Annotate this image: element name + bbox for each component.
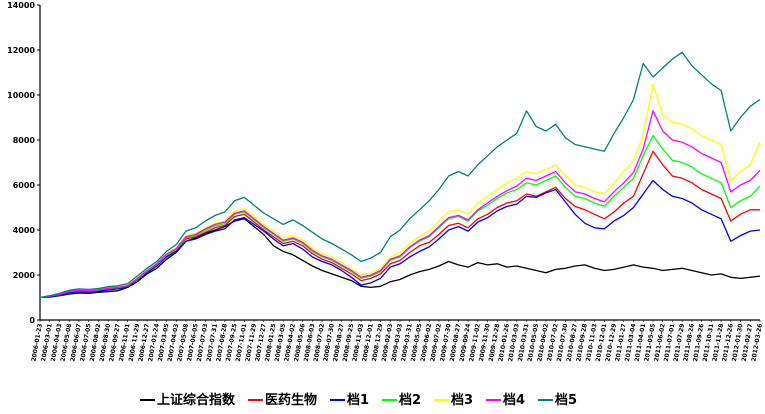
y-tick-label: 6000 [13,181,36,190]
legend-label-4: 档3 [451,392,473,408]
legend: 上证综合指数 医药生物 档1 档2 档3 档4 档5 [140,392,577,408]
series-line-0 [39,218,761,299]
y-tick-label: 8000 [13,136,36,145]
y-tick-label: 4000 [13,226,36,235]
series-line-1 [39,150,760,299]
y-tick-label: 10000 [7,91,35,100]
x-axis-ticks: 2006-01-232006-03-012006-04-032006-05-08… [30,320,764,362]
y-tick-label: 14000 [7,1,35,10]
y-tick-label: 2000 [13,271,36,280]
y-axis-ticks: 0 2000 4000 6000 8000 10000 12000 14000 [7,1,40,325]
y-tick-label: 12000 [7,46,35,55]
legend-label-6: 档5 [555,392,577,408]
legend-label-3: 档2 [399,392,421,408]
legend-label-2: 档1 [347,392,369,408]
series-line-5 [39,110,761,299]
legend-label-1: 医药生物 [265,392,317,408]
legend-label-5: 档4 [503,392,525,408]
legend-label-0: 上证综合指数 [157,392,236,408]
y-tick-label: 0 [29,316,35,325]
series-line-2 [39,179,761,299]
series-line-6 [39,51,761,299]
series-lines [39,51,761,299]
